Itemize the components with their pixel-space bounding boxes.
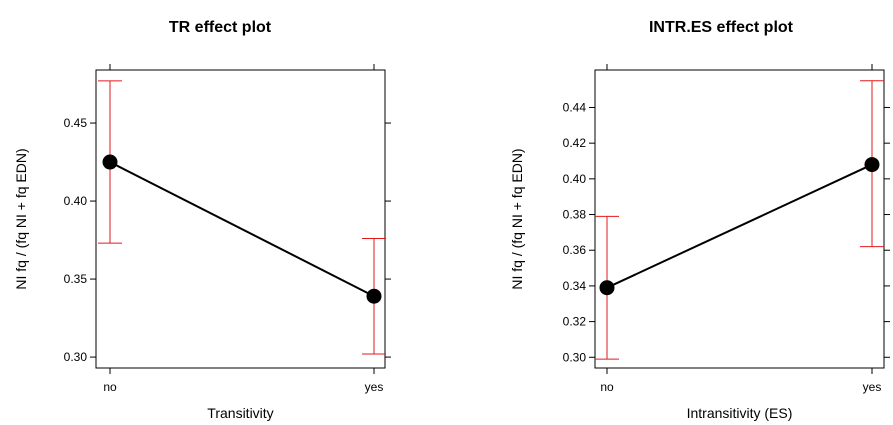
- chart-title: INTR.ES effect plot: [649, 19, 794, 36]
- y-tick-label: 0.32: [563, 315, 587, 329]
- y-axis-label: NI fq / (fq NI + fq EDN): [13, 148, 29, 289]
- y-tick-label: 0.30: [64, 350, 88, 364]
- x-tick-label: no: [600, 380, 614, 394]
- x-tick-label: yes: [365, 380, 384, 394]
- effect-point: [102, 154, 118, 170]
- plot-frame: [594, 69, 885, 369]
- effect-point: [366, 288, 382, 304]
- y-tick-label: 0.40: [563, 172, 587, 186]
- y-tick-label: 0.40: [64, 194, 88, 208]
- chart-title: TR effect plot: [169, 19, 272, 36]
- y-tick-label: 0.44: [563, 100, 587, 114]
- y-tick-label: 0.38: [563, 208, 587, 222]
- y-tick-label: 0.36: [563, 243, 587, 257]
- effect-line: [606, 163, 873, 289]
- y-tick-label: 0.34: [563, 279, 587, 293]
- y-tick-label: 0.30: [563, 350, 587, 364]
- y-tick-label: 0.42: [563, 136, 587, 150]
- effect-line: [109, 161, 375, 298]
- y-tick-label: 0.45: [64, 116, 88, 130]
- y-axis-label: NI fq / (fq NI + fq EDN): [509, 148, 525, 289]
- y-tick-label: 0.35: [64, 272, 88, 286]
- plot-frame: [95, 69, 386, 369]
- x-tick-label: no: [103, 380, 117, 394]
- x-axis-label: Transitivity: [207, 405, 273, 421]
- x-tick-label: yes: [863, 380, 882, 394]
- x-axis-label: Intransitivity (ES): [687, 405, 793, 421]
- effect-point: [599, 280, 615, 296]
- effect-point: [864, 157, 880, 173]
